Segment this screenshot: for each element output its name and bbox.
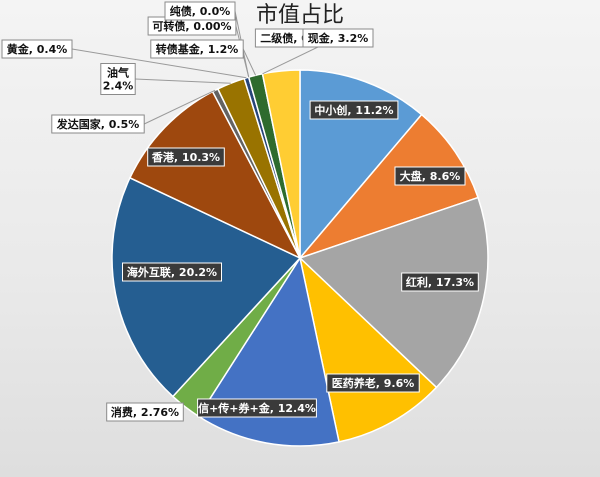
data-label-text: 香港, 10.3%	[151, 150, 220, 164]
data-label-text: 海外互联, 20.2%	[127, 265, 217, 279]
pie-slices	[111, 69, 489, 447]
data-label: 发达国家, 0.5%	[51, 114, 145, 134]
data-label: 医药养老, 9.6%	[326, 373, 420, 393]
data-label: 红利, 17.3%	[401, 272, 479, 292]
data-label-box	[309, 100, 399, 120]
pie-slice	[111, 176, 302, 398]
leader-line	[242, 48, 257, 76]
data-label-box	[401, 272, 479, 292]
data-label: 油气2.4%	[100, 63, 136, 95]
data-label-box	[147, 147, 225, 167]
data-label: 纯债, 0.0%	[164, 1, 236, 21]
data-label-text: 纯债, 0.0%	[170, 4, 231, 18]
data-label: 转债基金, 1.2%	[150, 39, 244, 59]
data-label: 大盘, 8.6%	[394, 166, 466, 186]
data-label-text: 油气	[107, 66, 129, 80]
data-label-box	[122, 262, 222, 282]
data-labels: 中小创, 11.2% 大盘, 8.6% 红利, 17.3% 医药养老, 9.6% 信+传…	[1, 1, 479, 422]
data-label-text: 转债基金, 1.2%	[156, 42, 239, 56]
leader-line	[71, 48, 247, 79]
data-label-text: 红利, 17.3%	[406, 275, 474, 289]
data-label-box	[302, 28, 374, 48]
data-label-text: 消费, 2.76%	[111, 405, 179, 419]
data-label-box	[1, 39, 73, 59]
data-label: 海外互联, 20.2%	[122, 262, 222, 282]
data-label-text: 大盘, 8.6%	[400, 169, 461, 183]
chart-title: 市值占比	[256, 3, 344, 28]
leader-line	[143, 89, 216, 125]
pie-slice	[298, 255, 438, 443]
data-label: 可转债, 0.00%	[147, 16, 237, 36]
pie-slice	[298, 196, 489, 389]
data-label-text: 中小创, 11.2%	[314, 103, 393, 117]
data-label-box	[106, 402, 184, 422]
data-label: 消费, 2.76%	[106, 402, 184, 422]
data-label-box	[100, 63, 136, 95]
data-label: 中小创, 11.2%	[309, 100, 399, 120]
data-label: 信+传+券+金, 12.4%	[197, 398, 317, 418]
data-label: 现金, 3.2%	[302, 28, 374, 48]
data-label-box	[197, 398, 317, 418]
data-label-text: 信+传+券+金, 12.4%	[198, 401, 316, 415]
data-label: 香港, 10.3%	[147, 147, 225, 167]
pie-slice	[297, 113, 479, 260]
data-label-text: 黄金, 0.4%	[7, 42, 68, 56]
data-label: 黄金, 0.4%	[1, 39, 73, 59]
data-label-box	[326, 373, 420, 393]
data-label-text: 2.4%	[103, 80, 134, 93]
data-label-box	[394, 166, 466, 186]
data-label-box	[150, 39, 244, 59]
leader-line	[135, 78, 231, 84]
data-label-box	[51, 114, 145, 134]
data-label-text: 发达国家, 0.5%	[56, 117, 140, 131]
data-label-text: 可转债, 0.00%	[152, 19, 231, 33]
data-label-text: 医药养老, 9.6%	[332, 376, 415, 390]
data-label-box	[164, 1, 236, 21]
data-label-text: 现金, 3.2%	[308, 31, 369, 45]
